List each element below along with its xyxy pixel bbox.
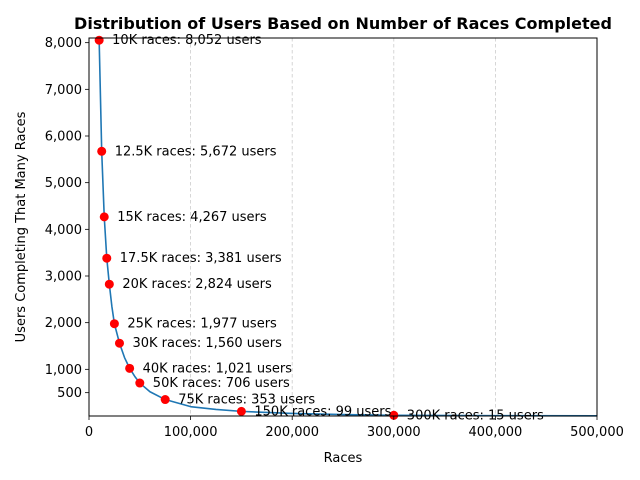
chart-title: Distribution of Users Based on Number of…: [74, 14, 612, 33]
data-point: [102, 253, 112, 263]
data-point: [389, 410, 399, 420]
markers: [94, 35, 399, 420]
data-point: [99, 212, 109, 222]
y-axis-title: Users Completing That Many Races: [14, 111, 29, 342]
data-point: [104, 279, 114, 289]
data-label: 10K races: 8,052 users: [112, 33, 262, 48]
x-axis: 0 100,000 200,000 300,000 400,000 500,000: [85, 416, 624, 440]
data-label: 25K races: 1,977 users: [127, 317, 277, 332]
x-tick-label: 400,000: [469, 425, 523, 440]
series: [98, 40, 598, 417]
data-label: 12.5K races: 5,672 users: [115, 144, 277, 159]
y-tick-label: 500: [57, 386, 82, 401]
data-label: 17.5K races: 3,381 users: [120, 251, 282, 266]
x-tick-label: 200,000: [265, 425, 319, 440]
data-label: 20K races: 2,824 users: [122, 277, 272, 292]
data-point: [125, 363, 135, 373]
y-tick-label: 5,000: [45, 176, 82, 191]
y-tick-label: 7,000: [45, 83, 82, 98]
series-line: [98, 40, 598, 417]
data-point: [97, 146, 107, 156]
data-label: 15K races: 4,267 users: [117, 210, 267, 225]
x-tick-label: 0: [85, 425, 93, 440]
y-axis: 500 1,000 2,000 3,000 4,000 5,000 6,000 7,000 8,…: [45, 36, 89, 401]
data-label: 75K races: 353 users: [178, 393, 315, 408]
x-tick-label: 100,000: [164, 425, 218, 440]
x-tick-label: 500,000: [570, 425, 624, 440]
y-tick-label: 3,000: [45, 270, 82, 285]
data-point: [109, 319, 119, 329]
data-point: [236, 406, 246, 416]
x-axis-title: Races: [324, 451, 363, 466]
x-tick-label: 300,000: [367, 425, 421, 440]
y-tick-label: 1,000: [45, 363, 82, 378]
data-label: 150K races: 99 users: [254, 404, 391, 419]
y-tick-label: 8,000: [45, 36, 82, 51]
data-label: 50K races: 706 users: [153, 376, 290, 391]
plot-frame: [88, 37, 598, 417]
y-tick-label: 4,000: [45, 223, 82, 238]
y-tick-label: 6,000: [45, 130, 82, 145]
data-point: [94, 35, 104, 45]
data-point: [114, 338, 124, 348]
data-point: [135, 378, 145, 388]
data-labels: 10K races: 8,052 users 12.5K races: 5,672…: [112, 33, 544, 423]
y-tick-label: 2,000: [45, 316, 82, 331]
grid: [190, 38, 496, 416]
data-label: 30K races: 1,560 users: [132, 336, 282, 351]
data-point: [160, 395, 170, 405]
data-label: 40K races: 1,021 users: [143, 361, 293, 376]
